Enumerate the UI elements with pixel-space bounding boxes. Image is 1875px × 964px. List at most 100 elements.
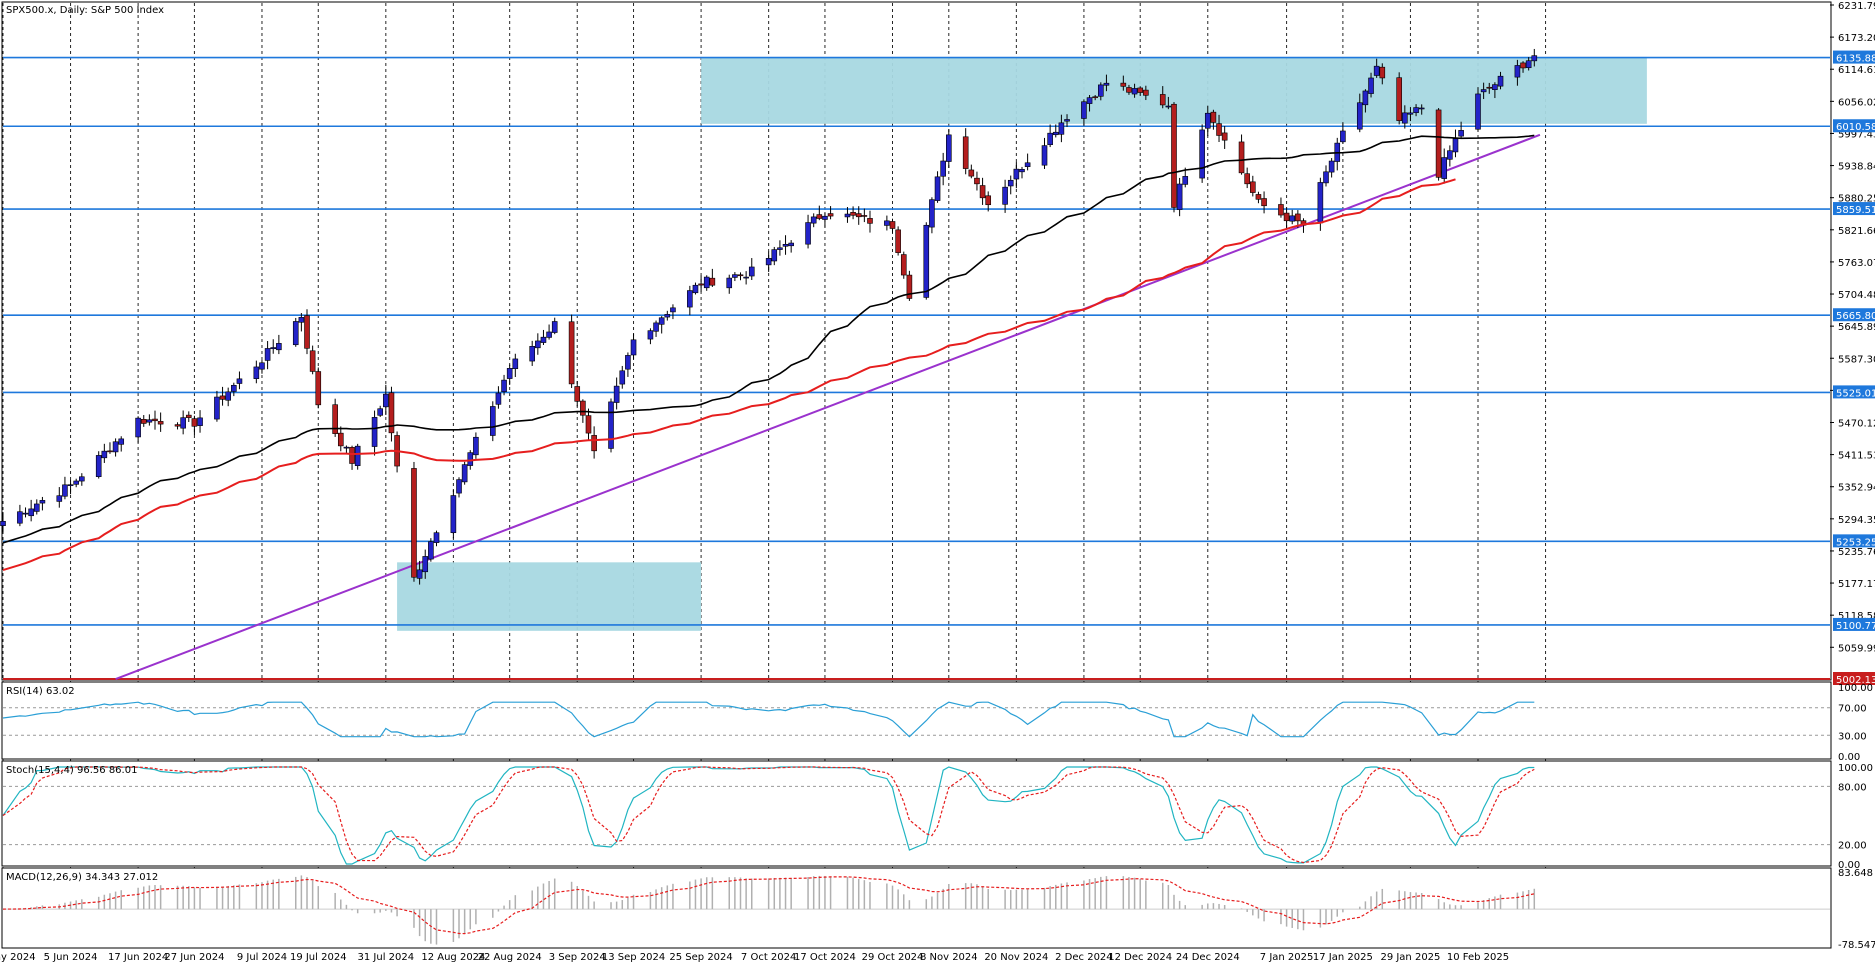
bull-candle <box>383 393 389 408</box>
bull-candle <box>512 358 519 370</box>
bull-candle <box>118 438 125 445</box>
price-tick-label: 5587.30 <box>1838 354 1875 365</box>
bull-candle <box>1024 162 1031 167</box>
macd-panel[interactable]: MACD(12,26,9) 34.343 27.012 <box>1 867 1832 949</box>
bear-candle <box>309 350 316 372</box>
macd-tick-label: -78.547 <box>1838 940 1875 951</box>
rsi-path <box>2 701 1535 738</box>
macd-panel-frame <box>1 867 1832 949</box>
bull-candle <box>264 348 271 361</box>
level-tag-bg <box>1833 308 1875 322</box>
bear-candle <box>1159 94 1166 106</box>
date-label: 19 Jul 2024 <box>290 952 347 963</box>
bear-candle <box>591 435 597 452</box>
ma-black-line <box>2 134 1535 544</box>
bull-candle <box>529 346 535 362</box>
level-tag: 5665.80 <box>1836 311 1875 322</box>
bull-candle <box>354 445 361 466</box>
bear-candle <box>1126 87 1132 93</box>
macd-histogram <box>19 875 1536 945</box>
bull-candle <box>619 370 626 385</box>
bull-candle <box>726 277 733 289</box>
bull-candle <box>1340 130 1346 143</box>
bull-candle <box>788 242 794 247</box>
bear-candle <box>152 418 158 422</box>
stoch-panel[interactable]: Stoch(15,4,4) 96.56 86.01 <box>1 760 1832 867</box>
bear-candle <box>574 386 581 402</box>
bull-candle <box>1204 112 1211 129</box>
bull-candle <box>1052 131 1059 136</box>
bear-candle <box>861 215 868 217</box>
bull-candle <box>1317 182 1324 224</box>
date-label: 17 Jan 2025 <box>1313 952 1373 963</box>
bull-candle <box>433 532 440 543</box>
price-tick-label: 5938.84 <box>1838 162 1875 173</box>
stoch-panel-frame <box>1 760 1832 867</box>
bull-candle <box>461 464 468 483</box>
bull-candle <box>1064 119 1070 122</box>
bull-candle <box>1362 90 1369 106</box>
bull-candle <box>625 355 631 370</box>
bear-candle <box>850 212 856 216</box>
rsi-label: RSI(14) 63.02 <box>6 686 75 697</box>
date-label: 17 Oct 2024 <box>794 952 856 963</box>
candles <box>0 48 1538 585</box>
rsi-tick-label: 0.00 <box>1838 752 1860 763</box>
bull-candle <box>1165 105 1172 108</box>
bear-candle <box>191 418 198 427</box>
level-tag: 5002.13 <box>1836 675 1875 686</box>
date-label: 7 Jan 2025 <box>1260 952 1314 963</box>
stoch-grid <box>3 785 1830 846</box>
bull-candle <box>1328 160 1335 173</box>
level-tag-bg <box>1833 672 1875 685</box>
bull-candle <box>1002 186 1008 205</box>
date-label: 10 Feb 2025 <box>1447 952 1509 963</box>
date-label: 12 Dec 2024 <box>1108 952 1172 963</box>
price-panel[interactable]: SPX500.x, Daily: S&P 500 Index <box>0 1 1832 947</box>
date-label: 22 Aug 2024 <box>478 952 542 963</box>
bear-candle <box>968 169 975 177</box>
stoch-lines <box>2 766 1535 865</box>
bull-candle <box>630 339 637 356</box>
bull-candle <box>467 452 474 466</box>
rsi-panel[interactable]: RSI(14) 63.02 <box>1 681 1832 760</box>
date-label: 31 Jul 2024 <box>358 952 415 963</box>
bear-candle <box>889 221 896 229</box>
bull-candle <box>456 479 462 494</box>
bear-candle <box>1486 86 1493 89</box>
bull-candle <box>259 362 265 370</box>
rsi-tick-label: 100.00 <box>1838 683 1873 694</box>
bull-candle <box>940 160 946 177</box>
macd-signal-line <box>2 876 1535 935</box>
bull-candle <box>1368 77 1374 94</box>
bull-candle <box>535 340 541 349</box>
bear-candle <box>140 419 147 424</box>
bull-candle <box>22 512 29 515</box>
bull-candle <box>1058 122 1065 135</box>
level-tag-bg <box>1833 534 1875 548</box>
chart-title: SPX500.x, Daily: S&P 500 Index <box>6 5 164 16</box>
bull-candle <box>884 220 890 226</box>
price-tick-label: 5177.17 <box>1838 579 1875 590</box>
bull-candle <box>416 569 423 579</box>
bear-candle <box>304 315 310 349</box>
price-tick-label: 5235.76 <box>1838 547 1875 558</box>
bull-candle <box>95 455 102 477</box>
bear-candle <box>332 404 338 434</box>
bull-candle <box>377 408 383 416</box>
rsi-line <box>2 701 1535 738</box>
bull-candle <box>1019 169 1025 173</box>
price-tick-label: 5997.43 <box>1838 129 1875 140</box>
bear-candle <box>962 136 969 169</box>
date-label: 9 Jul 2024 <box>237 952 287 963</box>
bull-candle <box>1492 84 1498 90</box>
bull-candle <box>658 317 665 325</box>
bull-candle <box>844 213 851 218</box>
price-tick-label: 5645.89 <box>1838 322 1875 333</box>
bull-candle <box>39 500 46 504</box>
macd-signal-path <box>2 876 1535 935</box>
level-tag-bg <box>1833 617 1875 631</box>
bull-candle <box>670 307 676 313</box>
